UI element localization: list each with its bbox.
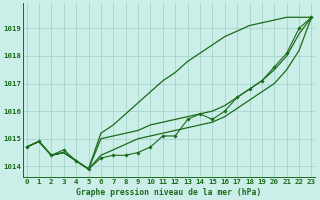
X-axis label: Graphe pression niveau de la mer (hPa): Graphe pression niveau de la mer (hPa) (76, 188, 262, 197)
